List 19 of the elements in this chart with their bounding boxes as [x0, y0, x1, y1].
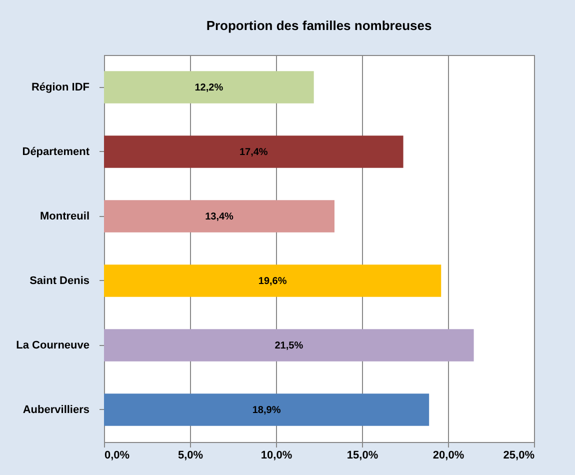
y-tick-label: Saint Denis	[30, 274, 90, 287]
data-label: 13,4%	[205, 211, 234, 222]
x-tick-label: 0,0%	[104, 450, 130, 462]
y-tick-label: La Courneuve	[16, 339, 90, 352]
y-tick-label: Département	[22, 146, 90, 158]
x-tick-label: 10,0%	[260, 450, 292, 462]
y-tick-label: Montreuil	[40, 210, 90, 222]
x-tick-label: 5,0%	[178, 450, 204, 462]
y-tick-label: Aubervilliers	[22, 404, 90, 416]
x-tick-label: 25,0%	[503, 450, 535, 462]
data-label: 17,4%	[239, 146, 268, 158]
data-label: 12,2%	[194, 82, 224, 94]
chart-title: Proportion des familles nombreuses	[206, 18, 432, 33]
data-label: 18,9%	[252, 404, 281, 416]
x-tick-label: 15,0%	[346, 450, 378, 462]
data-label: 19,6%	[258, 276, 287, 287]
x-tick-label: 20,0%	[432, 450, 464, 462]
data-label: 21,5%	[274, 340, 304, 352]
y-tick-label: Région IDF	[31, 81, 90, 94]
